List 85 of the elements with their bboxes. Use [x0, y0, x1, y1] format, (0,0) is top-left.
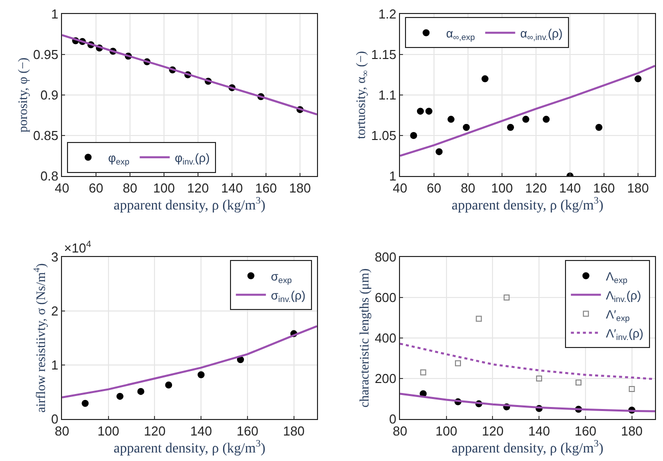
x-tick-label: 140 [559, 180, 581, 196]
x-tick-label: 180 [282, 424, 305, 439]
legend-label: α$_{∞,inv.}$(ρ) [520, 26, 563, 42]
point [536, 376, 542, 382]
x-tick-label: 60 [426, 180, 442, 196]
x-tick-label: 140 [528, 424, 550, 439]
point [482, 75, 489, 82]
line-series [400, 342, 655, 380]
legend-label: Λ′$_{exp}$ [606, 307, 630, 323]
point [448, 116, 455, 123]
x-tick-label: 160 [236, 424, 258, 439]
legend-label: α$_{∞,exp}$ [446, 26, 476, 42]
y-tick-label: 0.85 [33, 128, 58, 144]
y-tick-label: 0.9 [40, 88, 58, 103]
y-tick-label: 3 [51, 250, 58, 265]
point [165, 381, 172, 388]
legend-label: Λ$_{inv.}$(ρ) [606, 288, 642, 304]
point [420, 369, 426, 376]
x-tick-label: 100 [491, 180, 513, 196]
point [462, 124, 470, 131]
point [416, 108, 424, 115]
point [634, 75, 642, 82]
x-tick-label: 160 [593, 180, 615, 196]
x-axis-title: apparent density, ρ (kg/m$^{3}$) [452, 196, 604, 214]
x-tick-label: 180 [620, 424, 643, 439]
y-tick-label: 1.05 [371, 128, 396, 144]
x-axis-title: apparent density, ρ (kg/m$^{3}$) [114, 196, 266, 214]
y-tick-label: 800 [374, 250, 396, 265]
legend-label: σ$_{inv.}$(ρ) [270, 288, 306, 304]
point [542, 116, 550, 123]
x-tick-label: 180 [289, 180, 311, 196]
y-tick-label: 2 [51, 304, 58, 319]
y-tick-label: 1.15 [371, 47, 396, 62]
x-tick-label: 80 [460, 180, 476, 196]
legend-label: Λ$_{exp}$ [606, 269, 628, 285]
x-tick-label: 80 [122, 180, 138, 196]
line-series [400, 392, 655, 412]
y-tick-label: 1 [51, 6, 58, 22]
y-tick-label: 600 [374, 290, 396, 306]
point [137, 388, 144, 395]
x-tick-label: 120 [144, 424, 166, 439]
legend-label: φ$_{exp}$ [108, 150, 130, 166]
legend-label: Λ′$_{inv.}$(ρ) [606, 326, 644, 342]
point [504, 294, 510, 300]
x-tick-label: 100 [98, 424, 120, 439]
line-series [62, 325, 317, 398]
point [454, 360, 461, 366]
y-axis-title: characteristic lengths (μm) [356, 268, 372, 408]
point [198, 371, 205, 378]
y-tick-label: 0.95 [33, 47, 58, 62]
point [82, 400, 89, 407]
y-tick-label: 1.1 [378, 88, 396, 103]
x-tick-label: 120 [187, 180, 209, 196]
point [576, 380, 582, 386]
point [507, 124, 514, 131]
point [116, 392, 124, 400]
point [425, 108, 432, 115]
legend-label: σ$_{exp}$ [270, 269, 292, 285]
x-tick-label: 140 [221, 180, 243, 196]
x-tick-label: 120 [482, 424, 504, 439]
x-tick-label: 160 [574, 424, 596, 439]
point [476, 316, 482, 322]
x-tick-label: 140 [190, 424, 212, 439]
point [595, 124, 602, 131]
y-tick-label: 200 [374, 371, 396, 386]
x-tick-label: 60 [88, 180, 104, 196]
y-tick-label: 400 [374, 330, 396, 346]
x-axis-title: apparent density, ρ (kg/m$^{3}$) [114, 438, 266, 456]
x-tick-label: 100 [436, 424, 458, 439]
point [436, 148, 443, 156]
y-tick-label: 1 [51, 358, 58, 373]
y-axis-title: porosity, φ (−) [15, 57, 30, 133]
x-tick-label: 120 [525, 180, 547, 196]
text: ×10$^{4}$ [64, 239, 92, 256]
y-tick-label: 1.2 [378, 6, 396, 22]
legend-label: φ$_{inv.}$(ρ) [174, 150, 210, 166]
point [410, 132, 418, 139]
point [628, 386, 635, 392]
line-series [62, 34, 317, 116]
line-series [400, 64, 655, 157]
point [522, 116, 530, 123]
x-tick-label: 180 [627, 180, 649, 196]
x-tick-label: 160 [255, 180, 277, 196]
x-tick-label: 100 [153, 180, 175, 196]
x-axis-title: apparent density, ρ (kg/m$^{3}$) [452, 438, 604, 456]
